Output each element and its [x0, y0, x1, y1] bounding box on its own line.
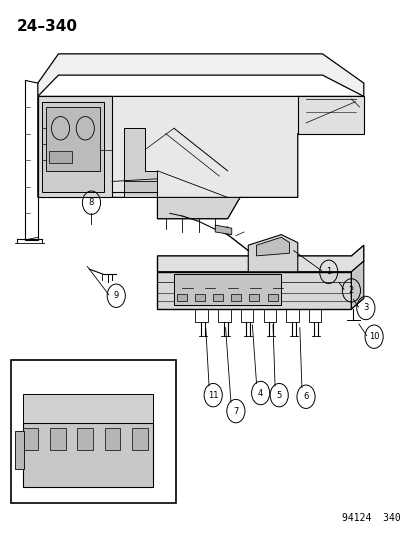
Text: 5: 5: [276, 391, 281, 400]
Polygon shape: [42, 102, 104, 192]
Polygon shape: [124, 128, 157, 197]
Bar: [77, 427, 93, 450]
Bar: [240, 309, 253, 322]
Bar: [267, 294, 277, 301]
Polygon shape: [157, 272, 351, 309]
Bar: [23, 394, 153, 423]
Bar: [22, 427, 38, 450]
Bar: [15, 431, 24, 469]
Bar: [104, 427, 120, 450]
Polygon shape: [38, 96, 363, 219]
Polygon shape: [38, 54, 363, 96]
Polygon shape: [297, 96, 363, 134]
Bar: [23, 423, 153, 487]
Bar: [285, 309, 298, 322]
Bar: [132, 427, 147, 450]
Polygon shape: [173, 274, 280, 305]
Text: 24–340: 24–340: [17, 19, 78, 34]
Polygon shape: [215, 225, 231, 235]
Text: 94124  340: 94124 340: [342, 513, 400, 523]
Polygon shape: [157, 197, 240, 219]
Text: 2: 2: [348, 286, 353, 295]
Text: 9: 9: [113, 291, 119, 300]
Bar: [249, 294, 259, 301]
Bar: [11, 360, 176, 503]
Polygon shape: [124, 181, 157, 192]
Text: 11: 11: [207, 391, 218, 400]
Polygon shape: [351, 261, 363, 309]
Bar: [176, 294, 186, 301]
Text: 6: 6: [303, 392, 308, 401]
Polygon shape: [248, 235, 297, 272]
Text: 1: 1: [325, 268, 330, 276]
Bar: [213, 294, 223, 301]
Polygon shape: [157, 245, 363, 272]
Bar: [308, 309, 320, 322]
Text: 4: 4: [257, 389, 263, 398]
Bar: [49, 151, 72, 163]
Bar: [195, 309, 207, 322]
Bar: [50, 427, 65, 450]
Text: 3: 3: [362, 303, 368, 312]
Text: 8: 8: [88, 198, 94, 207]
Text: 10: 10: [368, 332, 378, 341]
Bar: [231, 294, 241, 301]
Bar: [218, 309, 230, 322]
Bar: [263, 309, 275, 322]
Polygon shape: [46, 107, 100, 171]
Text: 7: 7: [233, 407, 238, 416]
Polygon shape: [256, 237, 289, 256]
Bar: [195, 294, 204, 301]
Polygon shape: [38, 96, 112, 197]
